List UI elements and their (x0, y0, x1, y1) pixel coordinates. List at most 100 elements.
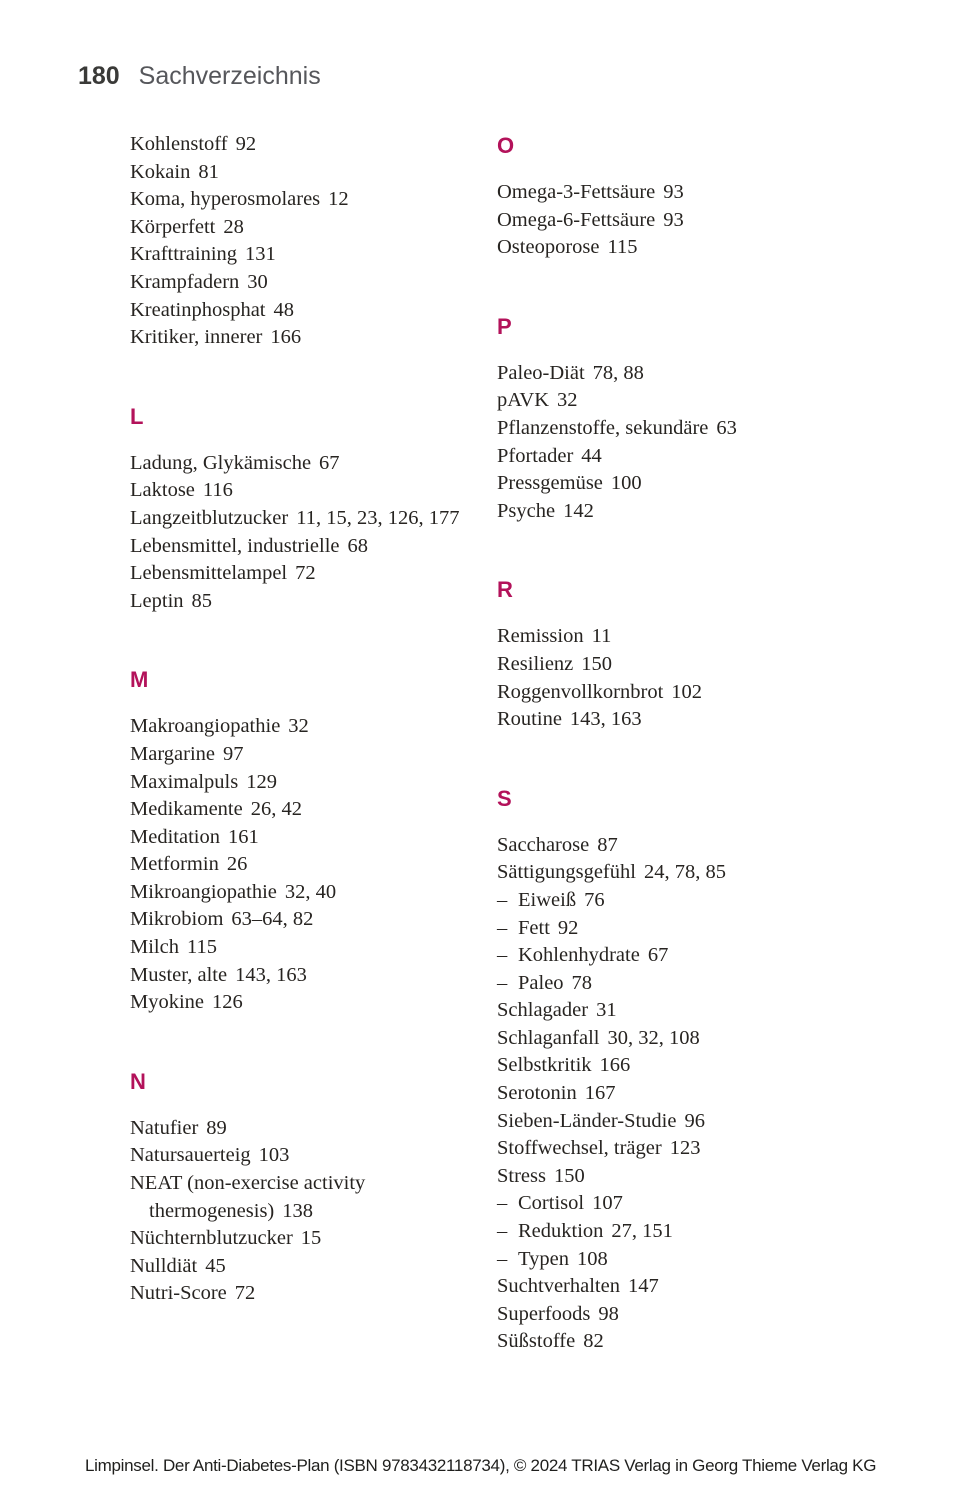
index-entry: Süßstoffe 82 (497, 1328, 849, 1356)
entry-pages: 32 (557, 389, 578, 412)
entry-term: Suchtverhalten (497, 1275, 620, 1298)
page-header: 180 Sachverzeichnis (78, 62, 321, 91)
index-entry: Osteoporose 115 (497, 234, 849, 262)
entry-term: Routine (497, 708, 562, 731)
entry-term: Selbstkritik (497, 1054, 592, 1077)
entry-term: Muster, alte (130, 963, 228, 986)
index-entry: Metformin 26 (130, 851, 482, 879)
entry-pages: 81 (198, 160, 219, 183)
entry-pages: 96 (684, 1109, 705, 1132)
entry-pages: 26, 42 (250, 798, 302, 821)
entry-pages: 108 (576, 1247, 608, 1270)
index-section: P Paleo-Diät 78, 88 pAVK 32 Pflanzenstoffe, s… (497, 312, 849, 526)
entry-pages: 123 (669, 1137, 701, 1160)
entry-pages: 30, 32, 108 (607, 1026, 700, 1049)
entry-pages: 100 (610, 472, 642, 495)
index-entry: Selbstkritik 166 (497, 1052, 849, 1080)
entry-term: Mikroangiopathie (130, 880, 277, 903)
entry-pages: 142 (563, 499, 594, 522)
section-letter: M (130, 667, 149, 693)
entry-term: Osteoporose (497, 236, 600, 259)
index-entry: Laktose 116 (130, 477, 482, 505)
index-entry: Natursauerteig 103 (130, 1142, 482, 1170)
entry-term: Ladung, Glykämische (130, 451, 312, 474)
entry-pages: 166 (599, 1054, 631, 1077)
entry-term: Eiweiß (518, 888, 577, 911)
entry-pages: 143, 163 (569, 708, 642, 731)
index-entry: Pfortader 44 (497, 443, 849, 471)
entry-term: Omega-3-Fettsäure (497, 181, 656, 203)
index-entry: Kreatinphosphat 48 (130, 297, 482, 325)
entry-pages: 115 (607, 236, 638, 259)
entry-term: Margarine (130, 742, 216, 765)
index-entry: Milch 115 (130, 934, 482, 962)
index-entry: Meditation 161 (130, 824, 482, 852)
entry-pages: 89 (206, 1116, 227, 1139)
index-entry: – Fett 92 (497, 915, 849, 943)
entry-term: Sättigungsgefühl (497, 861, 636, 884)
index-entry: Lebensmittelampel 72 (130, 560, 482, 588)
section-letter: P (497, 313, 512, 339)
entry-term: Superfoods (497, 1302, 591, 1325)
entry-pages: 63–64, 82 (231, 908, 314, 931)
entry-term: Fett (518, 916, 550, 939)
section-letter: N (130, 1068, 146, 1094)
entry-pages: 116 (202, 479, 233, 502)
entry-term: Psyche (497, 499, 556, 522)
entry-term: Remission (497, 625, 584, 648)
index-entry: Routine 143, 163 (497, 706, 849, 734)
entry-pages: 97 (223, 742, 244, 765)
entry-term: Saccharose (497, 833, 590, 856)
index-entry: Medikamente 26, 42 (130, 796, 482, 824)
index-entry: Kokain 81 (130, 159, 482, 187)
entry-pages: 93 (663, 208, 684, 231)
copyright-footer: Limpinsel. Der Anti-Diabetes-Plan (ISBN … (85, 1456, 877, 1475)
entry-term: Leptin (130, 589, 184, 612)
index-entry: Saccharose 87 (497, 832, 849, 860)
entry-term: Paleo (518, 971, 564, 994)
entry-pages: 27, 151 (611, 1220, 673, 1243)
page-number: 180 (78, 62, 120, 90)
index-entry: Remission 11 (497, 623, 849, 651)
entry-pages: 87 (597, 833, 618, 856)
index-entry: Krafttraining 131 (130, 241, 482, 269)
entry-term: Laktose (130, 479, 195, 502)
entry-term: Makroangiopathie (130, 715, 281, 738)
index-entry: Paleo-Diät 78, 88 (497, 360, 849, 388)
index-entry: NEAT (non-exercise activity thermogenesi… (130, 1170, 482, 1225)
entry-term: Kokain (130, 160, 191, 183)
entry-term: NEAT (non-exercise activity thermogenesi… (130, 1172, 366, 1222)
entry-term: Metformin (130, 853, 219, 876)
entry-pages: 150 (581, 652, 613, 675)
entry-pages: 28 (223, 215, 244, 238)
entry-term: Schlaganfall (497, 1026, 600, 1049)
index-entry: Kritiker, innerer 166 (130, 324, 482, 352)
index-entry: Margarine 97 (130, 741, 482, 769)
entry-term: Paleo-Diät (497, 361, 585, 384)
entry-term: Typen (518, 1247, 569, 1270)
index-entry: Krampfadern 30 (130, 269, 482, 297)
entry-term: Krafttraining (130, 243, 238, 266)
index-entry: Sättigungsgefühl 24, 78, 85 (497, 859, 849, 887)
index-entry: – Eiweiß 76 (497, 887, 849, 915)
entry-term: Maximalpuls (130, 770, 239, 793)
entry-term: Serotonin (497, 1082, 577, 1105)
entry-pages: 30 (247, 270, 268, 293)
index-entry: Mikroangiopathie 32, 40 (130, 879, 482, 907)
entry-pages: 78 (571, 971, 593, 994)
index-section: O Omega-3-Fettsäure 93 Omega-6-Fettsäure 93 O… (497, 131, 849, 262)
entry-term: Süßstoffe (497, 1330, 576, 1353)
entry-term: Lebensmittel, industrielle (130, 534, 340, 557)
entry-term: pAVK (497, 389, 550, 412)
entry-pages: 72 (234, 1282, 256, 1305)
entry-pages: 166 (270, 326, 302, 349)
entry-pages: 11, 15, 23, 126, 177 (296, 506, 460, 529)
entry-term: Nutri-Score (130, 1282, 227, 1305)
entry-term: Pflanzenstoffe, sekundäre (497, 416, 709, 439)
entry-term: Medikamente (130, 798, 243, 821)
subentry-dash: – (497, 971, 508, 994)
entry-pages: 68 (347, 534, 369, 557)
entry-term: Resilienz (497, 652, 574, 675)
index-entry: Makroangiopathie 32 (130, 713, 482, 741)
entry-pages: 161 (227, 825, 259, 848)
